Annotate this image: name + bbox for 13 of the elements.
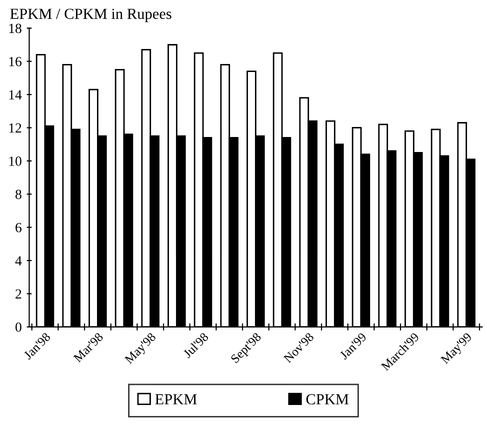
y-tick-label: 4 bbox=[15, 256, 22, 266]
y-tick-label: 14 bbox=[9, 90, 22, 100]
legend-label: CPKM bbox=[306, 394, 349, 404]
y-tick-label: 18 bbox=[9, 24, 22, 34]
y-tick-label: 16 bbox=[9, 56, 22, 66]
y-tick-label: 10 bbox=[9, 156, 22, 166]
y-tick-label: 12 bbox=[9, 123, 22, 133]
y-tick-label: 0 bbox=[16, 322, 22, 332]
legend-label: EPKM bbox=[155, 394, 197, 404]
y-tick-label: 2 bbox=[16, 289, 22, 299]
y-tick-label: 8 bbox=[16, 190, 22, 200]
y-tick-label: 6 bbox=[16, 222, 22, 232]
chart-title: EPKM / CPKM in Rupees bbox=[10, 8, 172, 22]
